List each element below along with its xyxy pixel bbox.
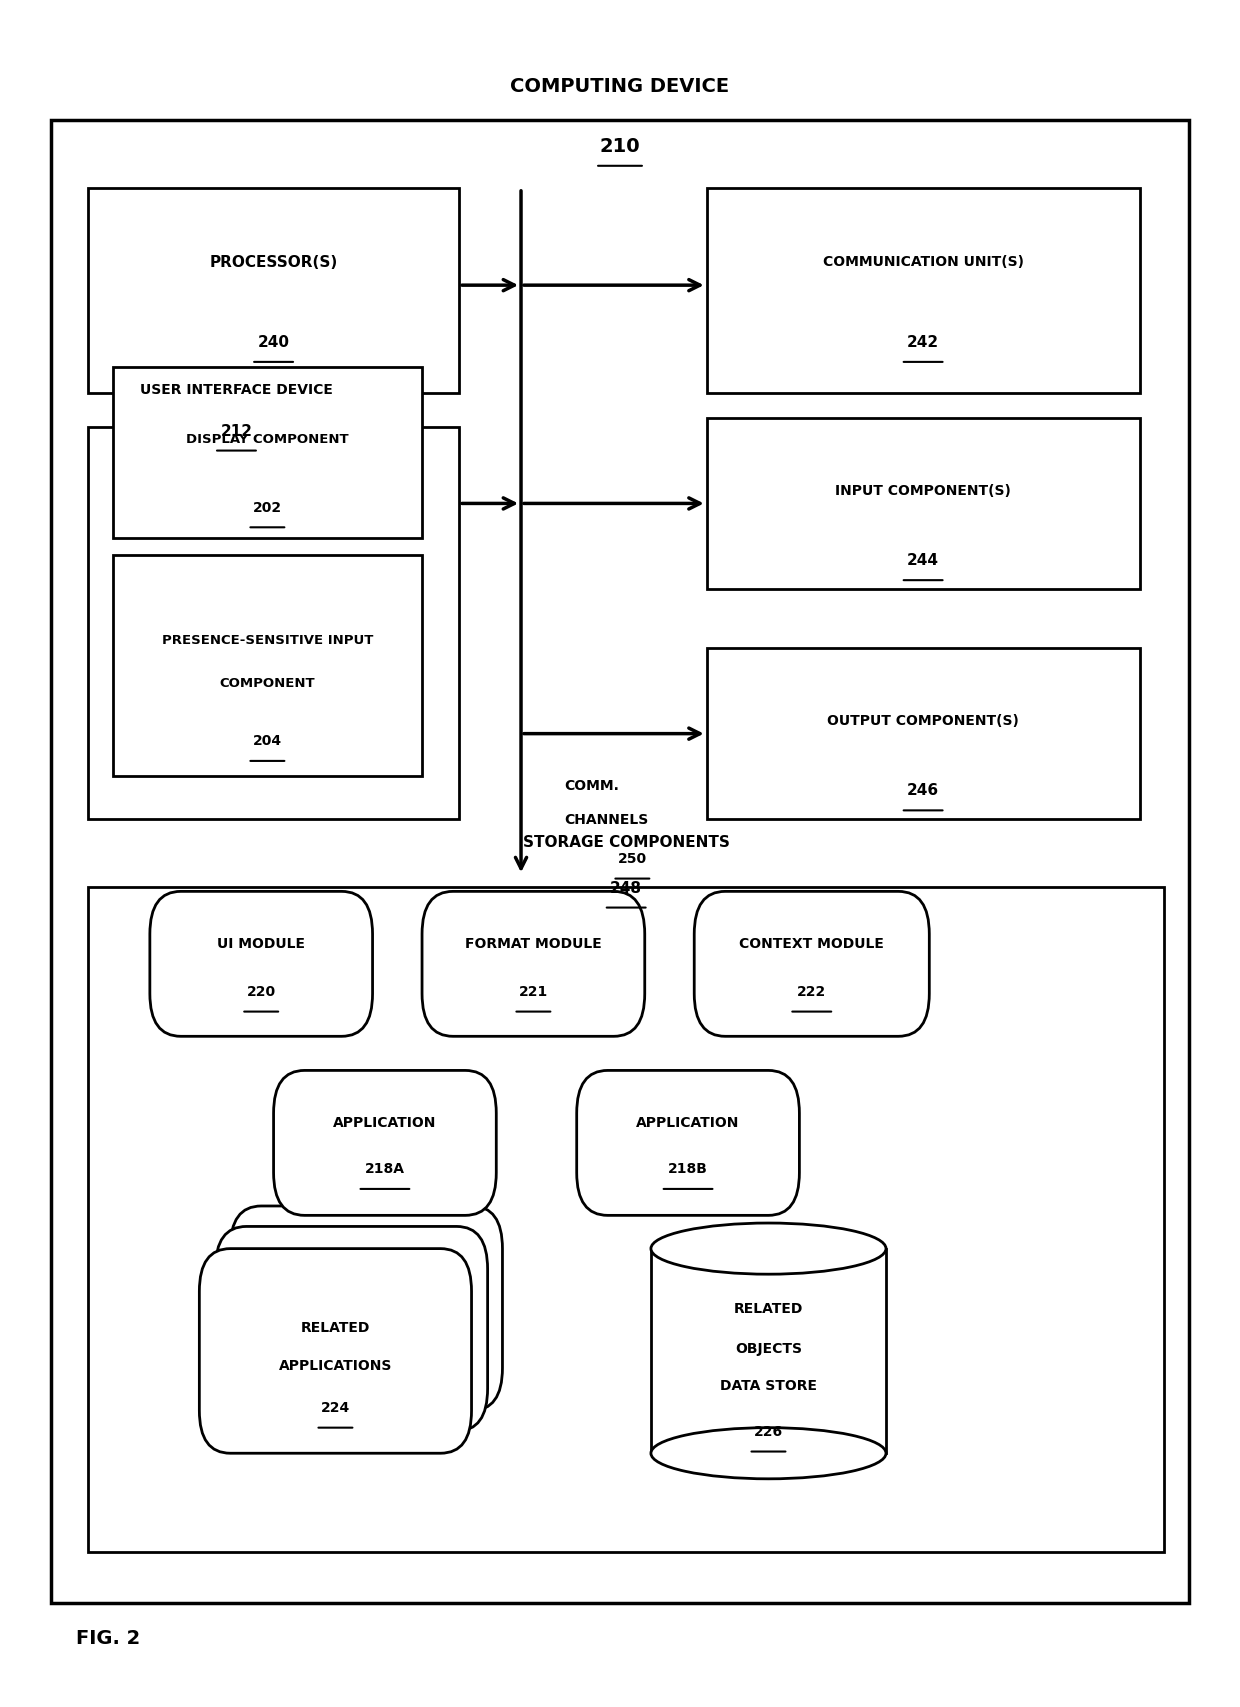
Text: DISPLAY COMPONENT: DISPLAY COMPONENT [186, 434, 348, 446]
Text: 218A: 218A [365, 1162, 405, 1176]
FancyBboxPatch shape [707, 649, 1140, 819]
Text: 250: 250 [618, 852, 647, 865]
Text: 222: 222 [797, 985, 826, 999]
FancyBboxPatch shape [200, 1250, 471, 1453]
Text: 204: 204 [253, 734, 281, 748]
Text: CONTEXT MODULE: CONTEXT MODULE [739, 937, 884, 951]
Text: PRESENCE-SENSITIVE INPUT: PRESENCE-SENSITIVE INPUT [161, 633, 373, 647]
Text: OUTPUT COMPONENT(S): OUTPUT COMPONENT(S) [827, 714, 1019, 727]
Text: RELATED: RELATED [734, 1301, 804, 1316]
Text: 212: 212 [221, 423, 253, 439]
Text: FIG. 2: FIG. 2 [76, 1628, 140, 1647]
Text: 248: 248 [610, 881, 642, 894]
Ellipse shape [651, 1224, 887, 1275]
Text: 244: 244 [908, 553, 939, 568]
FancyBboxPatch shape [150, 891, 372, 1036]
FancyBboxPatch shape [231, 1207, 502, 1410]
FancyBboxPatch shape [88, 189, 459, 393]
FancyBboxPatch shape [651, 1250, 887, 1453]
Text: 221: 221 [518, 985, 548, 999]
Text: UI MODULE: UI MODULE [217, 937, 305, 951]
Text: 226: 226 [754, 1424, 782, 1439]
Text: 202: 202 [253, 500, 281, 514]
Text: APPLICATIONS: APPLICATIONS [279, 1357, 392, 1372]
Text: 240: 240 [258, 335, 290, 350]
Text: COMPUTING DEVICE: COMPUTING DEVICE [511, 77, 729, 96]
Text: OBJECTS: OBJECTS [735, 1340, 802, 1355]
Text: CHANNELS: CHANNELS [564, 813, 649, 826]
FancyBboxPatch shape [422, 891, 645, 1036]
Text: 220: 220 [247, 985, 275, 999]
FancyBboxPatch shape [216, 1227, 487, 1430]
FancyBboxPatch shape [113, 367, 422, 538]
FancyBboxPatch shape [113, 555, 422, 777]
Text: 210: 210 [600, 137, 640, 155]
Text: 246: 246 [906, 784, 939, 797]
Text: APPLICATION: APPLICATION [636, 1116, 740, 1130]
Text: 224: 224 [321, 1400, 350, 1415]
FancyBboxPatch shape [694, 891, 929, 1036]
Text: RELATED: RELATED [301, 1320, 370, 1335]
FancyBboxPatch shape [51, 121, 1189, 1603]
Text: STORAGE COMPONENTS: STORAGE COMPONENTS [523, 835, 729, 848]
FancyBboxPatch shape [88, 888, 1164, 1552]
FancyBboxPatch shape [577, 1070, 800, 1215]
Text: INPUT COMPONENT(S): INPUT COMPONENT(S) [836, 483, 1011, 497]
Ellipse shape [651, 1427, 887, 1478]
Text: PROCESSOR(S): PROCESSOR(S) [210, 254, 337, 270]
FancyBboxPatch shape [707, 189, 1140, 393]
FancyBboxPatch shape [274, 1070, 496, 1215]
Text: APPLICATION: APPLICATION [334, 1116, 436, 1130]
Text: 242: 242 [906, 335, 939, 350]
Text: COMPONENT: COMPONENT [219, 676, 315, 690]
Text: FORMAT MODULE: FORMAT MODULE [465, 937, 601, 951]
Text: COMM.: COMM. [564, 778, 619, 792]
Text: 218B: 218B [668, 1162, 708, 1176]
Text: USER INTERFACE DEVICE: USER INTERFACE DEVICE [140, 382, 332, 398]
FancyBboxPatch shape [707, 418, 1140, 589]
Text: COMMUNICATION UNIT(S): COMMUNICATION UNIT(S) [822, 254, 1023, 270]
FancyBboxPatch shape [88, 427, 459, 819]
Text: DATA STORE: DATA STORE [720, 1378, 817, 1393]
